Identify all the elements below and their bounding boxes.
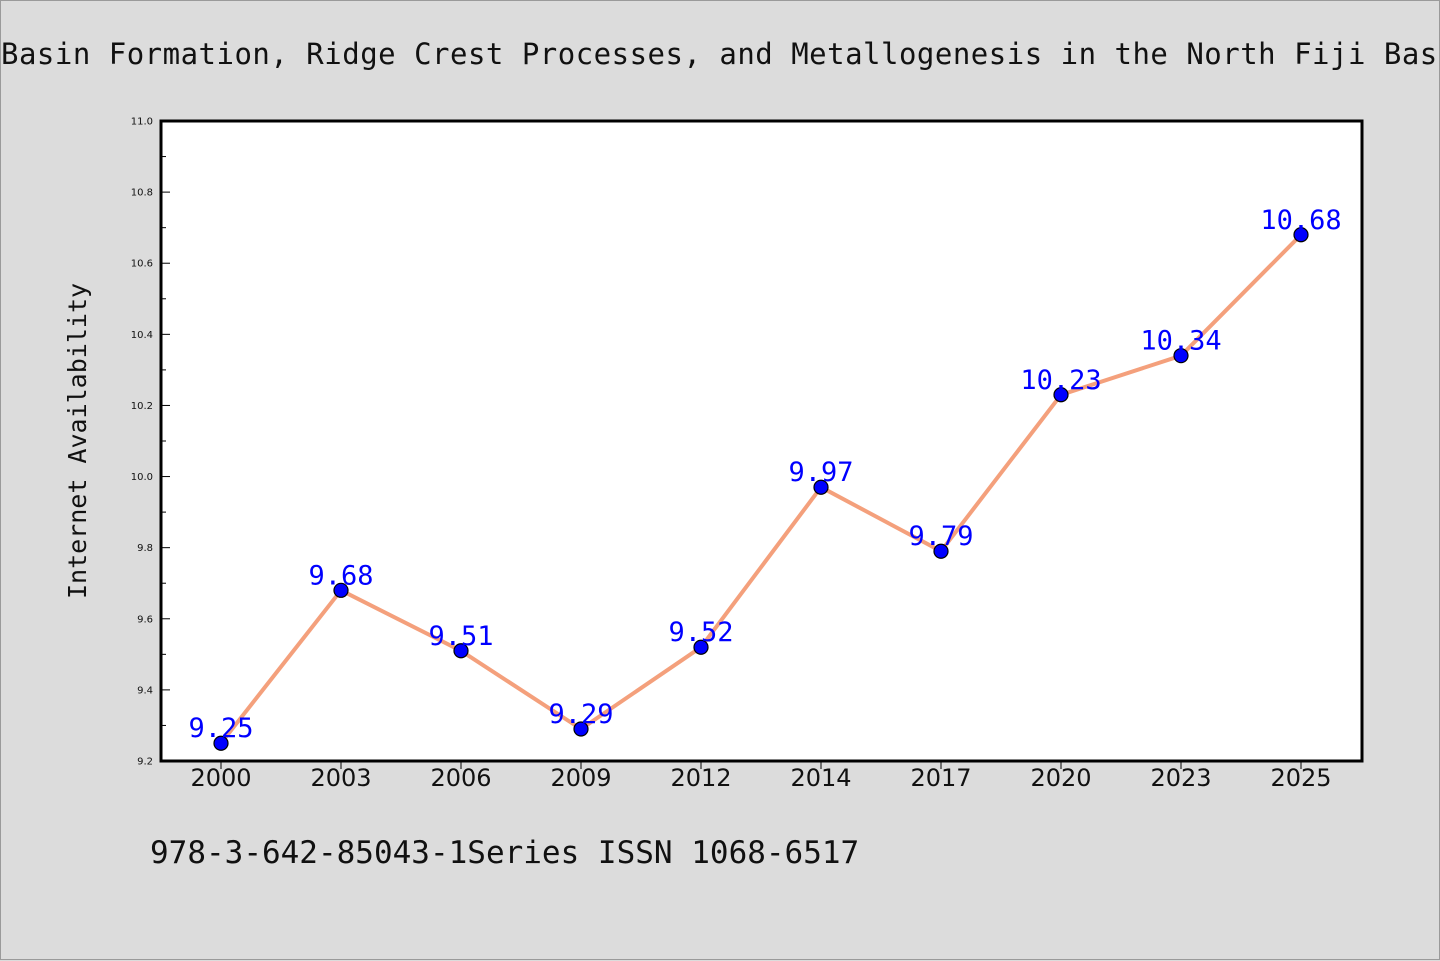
data-label: 10.34	[1140, 326, 1221, 357]
x-tick-label: 2023	[1150, 764, 1211, 792]
data-point	[693, 639, 709, 655]
data-label: 9.25	[188, 713, 253, 744]
data-label: 9.79	[908, 521, 973, 552]
x-tick-label: 2017	[910, 764, 971, 792]
x-tick-label: 2009	[550, 764, 611, 792]
data-label: 9.52	[668, 617, 733, 648]
y-tick-label: 10.0	[131, 472, 153, 483]
data-label: 9.51	[428, 621, 493, 652]
y-tick-label: 9.4	[137, 685, 153, 696]
x-tick-label: 2012	[670, 764, 731, 792]
y-tick-label: 10.2	[131, 401, 153, 412]
data-label: 9.68	[308, 560, 373, 591]
data-point	[933, 543, 949, 559]
data-point	[1293, 227, 1309, 243]
y-tick-label: 10.4	[131, 330, 153, 341]
data-label: 10.68	[1260, 205, 1341, 236]
data-label: 10.23	[1020, 365, 1101, 396]
data-point	[573, 721, 589, 737]
y-tick-label: 9.6	[137, 614, 153, 625]
data-point	[1173, 348, 1189, 364]
y-tick-label: 9.2	[137, 757, 153, 768]
data-label: 9.97	[788, 457, 853, 488]
data-label: 9.29	[548, 699, 613, 730]
y-tick-label: 10.8	[131, 188, 153, 199]
series-line	[219, 232, 1303, 746]
data-point	[213, 735, 229, 751]
y-tick-label: 11.0	[131, 117, 153, 128]
data-point	[813, 479, 829, 495]
x-tick-label: 2020	[1030, 764, 1091, 792]
chart-title: Basin Formation, Ridge Crest Processes, …	[1, 37, 1440, 71]
x-tick-label: 2006	[430, 764, 491, 792]
x-tick-label: 2014	[790, 764, 851, 792]
data-point	[1053, 387, 1069, 403]
y-axis-label: Internet Availability	[63, 283, 92, 599]
footnote-text: 978-3-642-85043-1Series ISSN 1068-6517	[150, 835, 860, 871]
plot-area	[159, 119, 1364, 763]
x-tick-label: 2003	[310, 764, 371, 792]
x-tick-label: 2025	[1270, 764, 1331, 792]
y-tick-label: 10.6	[131, 259, 153, 270]
data-point	[453, 643, 469, 659]
data-point	[333, 582, 349, 598]
y-tick-label: 9.8	[137, 543, 153, 554]
x-tick-label: 2000	[190, 764, 251, 792]
